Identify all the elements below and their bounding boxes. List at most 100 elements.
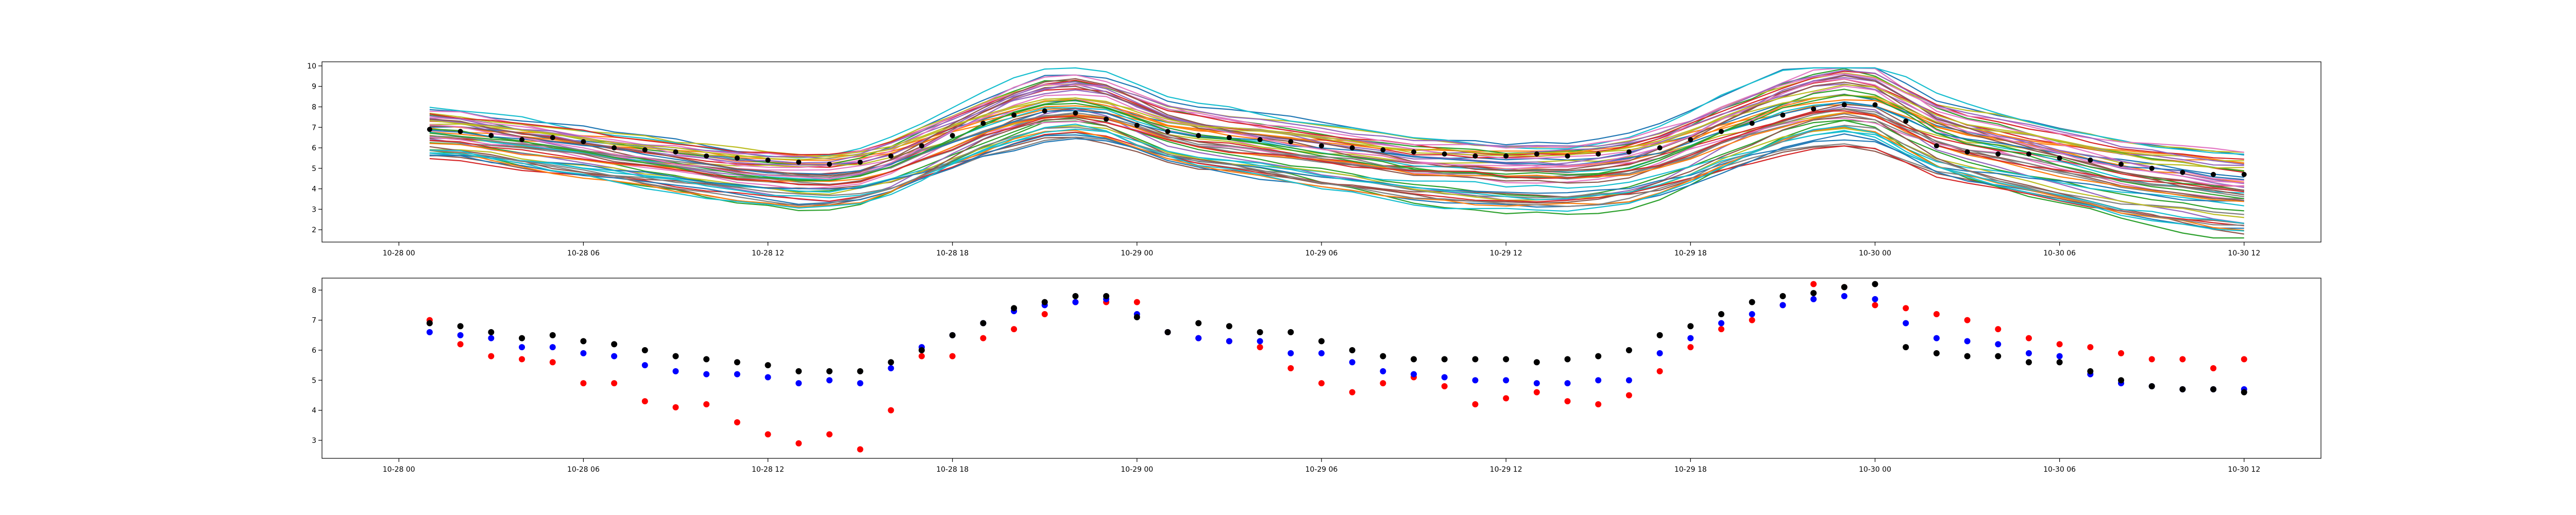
- scatter-point-series-1: [980, 335, 987, 341]
- scatter-point-series-3: [1349, 347, 1355, 353]
- y-tick-label: 6: [312, 144, 316, 152]
- scatter-point-series-1: [857, 446, 863, 453]
- x-tick-label: 10-30 06: [2043, 466, 2076, 474]
- scatter-point-series-1: [919, 353, 925, 359]
- scatter-point-series-2: [765, 374, 771, 381]
- scatter-point-series-2: [1810, 296, 1817, 302]
- observation-point: [1565, 153, 1570, 159]
- observation-point: [857, 159, 863, 165]
- x-tick-label: 10-28 00: [383, 249, 415, 258]
- scatter-point-series-1: [1687, 344, 1694, 351]
- ensemble-member-line: [429, 110, 2244, 193]
- observation-point: [1657, 145, 1663, 151]
- scatter-point-series-3: [1718, 311, 1724, 317]
- scatter-point-series-3: [765, 362, 771, 369]
- scatter-point-series-2: [457, 332, 464, 338]
- scatter-point-series-3: [1226, 323, 1232, 330]
- scatter-point-series-3: [949, 332, 956, 338]
- scatter-point-series-1: [1349, 389, 1355, 396]
- scatter-point-series-1: [1810, 281, 1817, 287]
- y-tick-label: 7: [312, 317, 316, 325]
- observation-point: [1442, 151, 1447, 157]
- scatter-point-series-1: [795, 440, 802, 447]
- observation-point: [1042, 108, 1047, 114]
- x-tick-label: 10-28 18: [936, 249, 969, 258]
- scatter-point-series-3: [549, 332, 556, 338]
- x-tick-label: 10-28 06: [567, 249, 600, 258]
- observation-point: [919, 143, 924, 149]
- scatter-point-series-3: [1441, 356, 1448, 363]
- scatter-point-series-1: [1872, 302, 1878, 308]
- scatter-point-series-3: [1841, 284, 1848, 290]
- scatter-point-series-2: [1441, 374, 1448, 381]
- observation-point: [1872, 102, 1878, 108]
- x-tick-label: 10-29 00: [1121, 249, 1153, 258]
- observation-point: [1841, 102, 1847, 108]
- ensemble-member-line: [429, 70, 2244, 165]
- scatter-point-series-1: [519, 356, 525, 363]
- x-tick-label: 10-28 00: [383, 466, 415, 474]
- observation-point: [1104, 116, 1109, 122]
- scatter-point-series-2: [826, 377, 833, 384]
- observation-point: [2180, 169, 2185, 175]
- scatter-point-series-1: [457, 341, 464, 348]
- scatter-point-series-3: [1564, 356, 1571, 363]
- scatter-point-series-2: [1564, 380, 1571, 387]
- scatter-point-series-2: [1195, 335, 1202, 341]
- x-tick-label: 10-28 12: [752, 466, 784, 474]
- observation-point: [980, 121, 986, 126]
- scatter-point-series-3: [2118, 377, 2124, 384]
- y-tick-label: 3: [312, 205, 316, 214]
- observation-point: [1472, 153, 1478, 159]
- scatter-point-series-2: [1595, 377, 1602, 384]
- observation-point: [1226, 135, 1232, 141]
- scatter-point-series-1: [2148, 356, 2155, 363]
- scatter-point-series-1: [580, 380, 587, 387]
- scatter-point-series-3: [734, 359, 740, 366]
- scatter-point-series-3: [1380, 353, 1386, 359]
- scatter-point-series-1: [1964, 317, 1971, 323]
- scatter-point-series-2: [2025, 350, 2032, 356]
- observation-point: [1995, 151, 2001, 157]
- observation-point: [1503, 153, 1509, 159]
- scatter-point-series-2: [1503, 377, 1510, 384]
- scatter-point-series-1: [488, 353, 495, 359]
- observation-point: [1934, 143, 1939, 149]
- scatter-point-series-1: [1595, 401, 1602, 407]
- scatter-point-series-1: [1503, 395, 1510, 402]
- scatter-point-series-2: [1533, 380, 1540, 387]
- scatter-point-series-3: [580, 338, 587, 345]
- observation-point: [1380, 147, 1386, 153]
- ensemble-member-line: [429, 106, 2244, 224]
- scatter-point-series-1: [2241, 356, 2247, 363]
- observation-point: [612, 145, 617, 151]
- y-tick-label: 9: [312, 83, 316, 91]
- y-tick-label: 5: [312, 376, 316, 385]
- observation-point: [1134, 123, 1140, 128]
- scatter-point-series-1: [549, 359, 556, 366]
- observation-point: [765, 157, 771, 163]
- scatter-point-series-3: [1287, 329, 1294, 335]
- observation-point: [457, 129, 463, 134]
- scatter-point-series-2: [1257, 338, 1263, 345]
- observation-point: [1811, 106, 1817, 112]
- observation-point: [1011, 112, 1017, 118]
- scatter-point-series-1: [611, 380, 618, 387]
- x-tick-label: 10-29 18: [1674, 466, 1707, 474]
- scatter-point-series-1: [1749, 317, 1755, 323]
- observation-point: [1688, 137, 1693, 143]
- scatter-point-series-3: [1995, 353, 2002, 359]
- scatter-point-series-2: [1903, 320, 1909, 327]
- observation-point: [642, 147, 648, 153]
- scatter-point-series-1: [2025, 335, 2032, 341]
- scatter-point-series-3: [1625, 347, 1632, 353]
- scatter-point-series-3: [1780, 293, 1786, 299]
- scatter-point-series-3: [1164, 329, 1171, 335]
- scatter-point-series-3: [2179, 386, 2186, 392]
- observation-point: [2211, 171, 2216, 177]
- scatter-point-series-3: [1472, 356, 1479, 363]
- scatter-point-series-1: [1257, 344, 1263, 351]
- scatter-point-series-3: [672, 353, 679, 359]
- scatter-point-series-2: [1411, 371, 1417, 377]
- ensemble-member-line: [429, 103, 2244, 201]
